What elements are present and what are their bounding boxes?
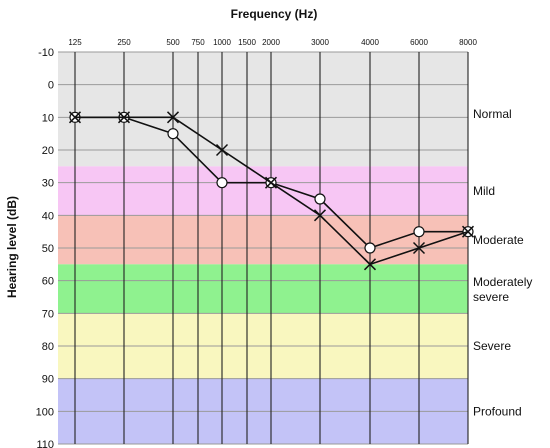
band-label-1: Mild [473,184,495,198]
y-tick-5: 40 [42,210,54,222]
cross-marker-500 [166,111,180,124]
y-tick-8: 70 [42,308,54,320]
cross-stroke [215,143,229,157]
cross-stroke [68,111,82,124]
band-2 [58,215,468,265]
circle-marker-4000 [364,242,376,254]
cross-marker-6000 [412,241,426,255]
x-tick-750: 750 [191,38,205,47]
y-tick-1: 0 [48,80,54,92]
band-label-3: Moderately severe [473,275,532,304]
cross-marker-8000 [461,225,475,238]
y-tick-4: 30 [42,178,54,190]
circle-marker-6000 [413,226,425,238]
x-tick-250: 250 [117,38,131,47]
cross-stroke [363,258,377,271]
chart-title: Frequency (Hz) [231,7,318,21]
y-tick-11: 100 [36,406,54,418]
axis-labels: 125 250 500 750 1000 1500 2000 3000 4000 6000 8000… [36,38,533,448]
x-tick-1500: 1500 [238,38,256,47]
cross-stroke [412,241,426,255]
cross-marker-4000 [363,258,377,271]
band-3 [58,264,468,314]
y-axis-label: Hearing level (dB) [5,196,19,298]
x-tick-125: 125 [68,38,82,47]
cross-stroke [264,176,278,189]
cross-marker-3000 [313,209,327,222]
band-label-line: Moderately [473,275,532,289]
circle-marker-3000 [314,193,326,205]
band-label-2: Moderate [473,233,524,247]
band-label-0: Normal [473,107,512,121]
circle-marker-500 [167,128,179,140]
cross-marker-250 [117,111,131,124]
x-tick-4000: 4000 [361,38,379,47]
cross-stroke [461,225,475,238]
x-tick-2000: 2000 [262,38,280,47]
cross-marker-125 [68,111,82,124]
cross-marker-1000 [215,143,229,157]
cross-marker-2000 [264,176,278,189]
cross-stroke [117,111,131,124]
band-label-4: Severe [473,339,511,353]
cross-stroke [313,209,327,222]
y-tick-0: -10 [38,47,54,59]
cross-stroke [166,111,180,124]
band-label-line: Severe [473,339,511,353]
x-tick-3000: 3000 [311,38,329,47]
band-label-5: Profound [473,404,522,418]
x-tick-8000: 8000 [459,38,477,47]
band-label-line: severe [473,290,509,304]
audiogram-series [68,111,475,271]
grid-lines [58,51,469,445]
y-tick-9: 80 [42,341,54,353]
y-tick-7: 60 [42,276,54,288]
y-tick-6: 50 [42,243,54,255]
y-tick-10: 90 [42,374,54,386]
y-tick-12: 110 [36,439,54,448]
band-label-line: Mild [473,184,495,198]
band-1 [58,166,468,216]
y-tick-3: 20 [42,145,54,157]
circle-marker-1000 [216,177,228,189]
x-tick-6000: 6000 [410,38,428,47]
band-label-line: Moderate [473,233,524,247]
y-tick-2: 10 [42,112,54,124]
band-label-line: Profound [473,404,522,418]
band-0 [58,52,468,167]
x-tick-500: 500 [166,38,180,47]
band-label-line: Normal [473,107,512,121]
x-tick-1000: 1000 [213,38,231,47]
